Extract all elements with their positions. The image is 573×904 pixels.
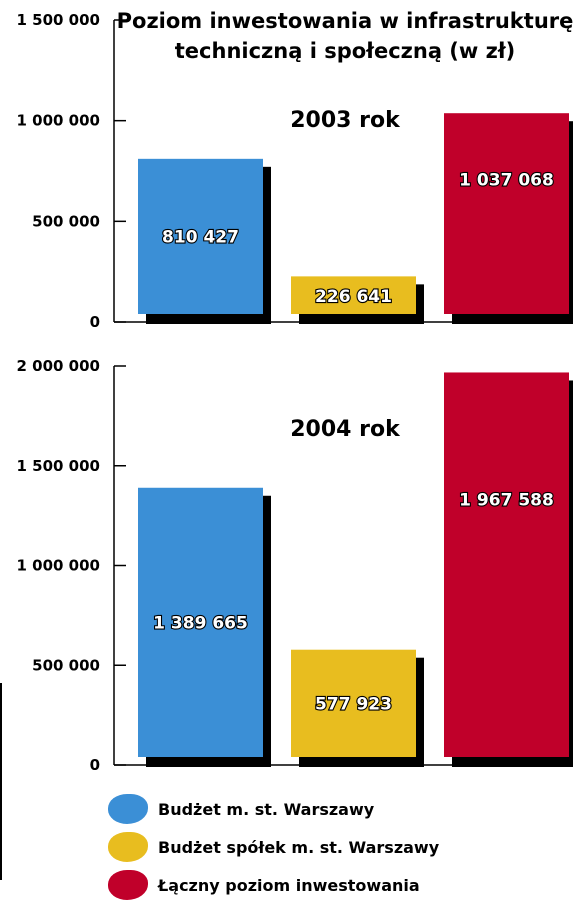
y-tick-label: 0	[90, 313, 100, 331]
legend-swatch-red	[108, 870, 148, 900]
legend-item-budzet: Budżet m. st. Warszawy	[108, 790, 439, 828]
y-tick-label: 1 500 000	[16, 457, 100, 475]
legend-item-spolki: Budżet spółek m. st. Warszawy	[108, 828, 439, 866]
legend-item-laczny: Łączny poziom inwestowania	[108, 866, 439, 904]
bar	[444, 372, 569, 757]
chart-2004: 0 500 000 1 000 000 1 500 000 2 000 000 2004 …	[16, 357, 573, 774]
chart-title-line1: Poziom inwestowania w infrastrukturę	[117, 9, 573, 33]
bar-value-label: 1 967 588	[459, 490, 554, 510]
bar-value-label: 1 389 665	[153, 613, 248, 633]
legend-swatch-blue	[108, 794, 148, 824]
y-tick-label: 1 000 000	[16, 557, 100, 575]
y-tick-label: 2 000 000	[16, 357, 100, 375]
y-tick-label: 500 000	[32, 212, 100, 230]
bar-value-label: 226 641	[315, 287, 392, 307]
bar-value-label: 1 037 068	[459, 170, 554, 190]
y-tick-label: 0	[90, 756, 100, 774]
chart-title-line2: techniczną i społeczną (w zł)	[175, 39, 515, 63]
legend-label: Budżet m. st. Warszawy	[158, 799, 375, 819]
bar	[291, 649, 416, 757]
bar	[291, 276, 416, 314]
year-label: 2003 rok	[290, 108, 401, 133]
bar	[138, 487, 263, 757]
bar-value-label: 577 923	[315, 694, 392, 714]
y-tick-label: 500 000	[32, 656, 100, 674]
bar	[138, 158, 263, 314]
chart-2003: 0 500 000 1 000 000 1 500 000 2003 rok 810 42…	[16, 11, 573, 331]
chart-area: Poziom inwestowania w infrastrukturę tec…	[16, 9, 573, 774]
legend-label: Łączny poziom inwestowania	[158, 875, 420, 895]
legend-swatch-yellow	[108, 832, 148, 862]
y-tick-label: 1 500 000	[16, 11, 100, 29]
legend: Budżet m. st. Warszawy Budżet spółek m. …	[108, 790, 439, 904]
legend-label: Budżet spółek m. st. Warszawy	[158, 837, 440, 857]
year-label: 2004 rok	[290, 417, 401, 442]
bar	[444, 113, 569, 314]
y-tick-label: 1 000 000	[16, 112, 100, 130]
bar-value-label: 810 427	[162, 227, 239, 247]
left-border-line	[0, 683, 2, 880]
